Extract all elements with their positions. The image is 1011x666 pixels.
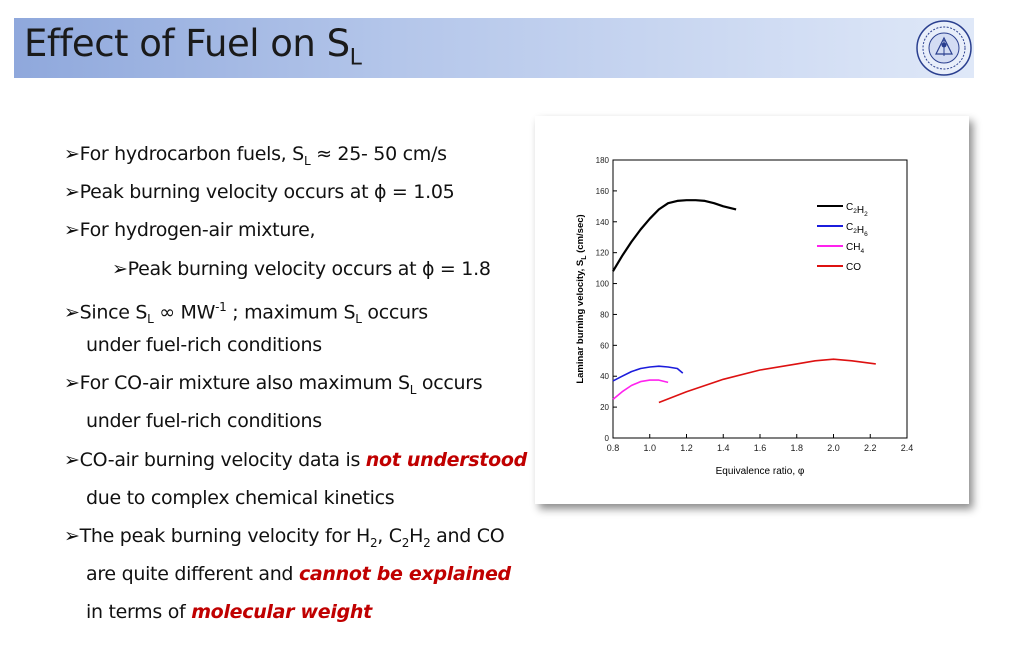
x-tick-label: 2.2: [864, 443, 877, 453]
y-tick-label: 80: [600, 310, 609, 319]
series-line-c2h6: [612, 365, 684, 382]
x-tick-label: 0.8: [607, 443, 620, 453]
legend-label: CO: [846, 262, 861, 273]
burning-velocity-chart: 0.8 1.0 1.2 1.4 1.6 1.8 2.0 2.2 2.4 0 20 40 60 80 100 1…: [575, 156, 914, 477]
sub-bullet-hydrogen-peak: ➢Peak burning velocity occurs at ϕ = 1.8: [112, 257, 491, 280]
plot-frame: [612, 159, 908, 439]
y-tick-label: 100: [596, 280, 610, 289]
x-axis-label: Equivalence ratio, φ: [716, 466, 805, 477]
legend-label: C2H6: [846, 222, 868, 238]
x-tick-label: 1.4: [717, 443, 730, 453]
bullet-peak-comparison-cont1: are quite different and cannot be explai…: [86, 563, 511, 586]
x-tick-label: 2.4: [901, 443, 914, 453]
bullet-mw-relation-cont: under fuel-rich conditions: [86, 333, 322, 356]
bullet-mw-relation: ➢Since SL ∞ MW-1 ; maximum SL occurs: [64, 299, 428, 326]
series-line-ch4: [612, 379, 669, 401]
bullet-co-data: ➢CO-air burning velocity data is not und…: [64, 448, 527, 471]
series-line-co: [658, 358, 876, 404]
y-axis-label: Laminar burning velocity, SL (cm/sec): [575, 214, 588, 383]
x-tick-label: 1.8: [790, 443, 803, 453]
bullet-co-data-cont: due to complex chemical kinetics: [86, 486, 395, 509]
y-tick-label: 120: [596, 249, 610, 258]
bullet-list: ➢For hydrocarbon fuels, SL ≈ 25- 50 cm/s…: [64, 135, 534, 631]
y-tick-label: 140: [596, 218, 610, 227]
bullet-peak-velocity: ➢Peak burning velocity occurs at ϕ = 1.0…: [64, 181, 455, 204]
title-bar: Effect of Fuel on SL: [14, 18, 974, 78]
bullet-peak-comparison-cont2: in terms of molecular weight: [86, 601, 372, 624]
axis-ticks: 0.8 1.0 1.2 1.4 1.6 1.8 2.0 2.2 2.4 0 20 40 60 80 100 1…: [596, 156, 914, 453]
y-tick-label: 0: [605, 434, 610, 443]
x-tick-label: 1.2: [680, 443, 693, 453]
y-tick-label: 60: [600, 341, 609, 350]
x-tick-label: 1.6: [754, 443, 767, 453]
bullet-co-air: ➢For CO-air mixture also maximum SL occu…: [64, 372, 483, 397]
x-tick-label: 2.0: [827, 443, 840, 453]
series-line-c2h2: [612, 199, 737, 272]
y-tick-label: 160: [596, 187, 610, 196]
y-tick-label: 40: [600, 372, 609, 381]
series-lines: [612, 199, 876, 404]
page-title: Effect of Fuel on SL: [24, 22, 362, 71]
y-tick-label: 20: [600, 403, 609, 412]
institute-seal-icon: [916, 20, 972, 76]
chart-card: 0.8 1.0 1.2 1.4 1.6 1.8 2.0 2.2 2.4 0 20 40 60 80 100 1…: [535, 116, 969, 504]
x-tick-label: 1.0: [643, 443, 656, 453]
bullet-hydrogen-air: ➢For hydrogen-air mixture,: [64, 219, 316, 242]
y-tick-label: 180: [596, 156, 610, 165]
bullet-hydrocarbon-speed: ➢For hydrocarbon fuels, SL ≈ 25- 50 cm/s: [64, 143, 447, 168]
bullet-peak-comparison: ➢The peak burning velocity for H2, C2H2 …: [64, 524, 505, 550]
legend: C2H2 C2H6 CH4 CO: [817, 202, 868, 273]
legend-label: CH4: [846, 242, 864, 255]
bullet-co-air-cont: under fuel-rich conditions: [86, 410, 322, 433]
legend-label: C2H2: [846, 202, 868, 218]
